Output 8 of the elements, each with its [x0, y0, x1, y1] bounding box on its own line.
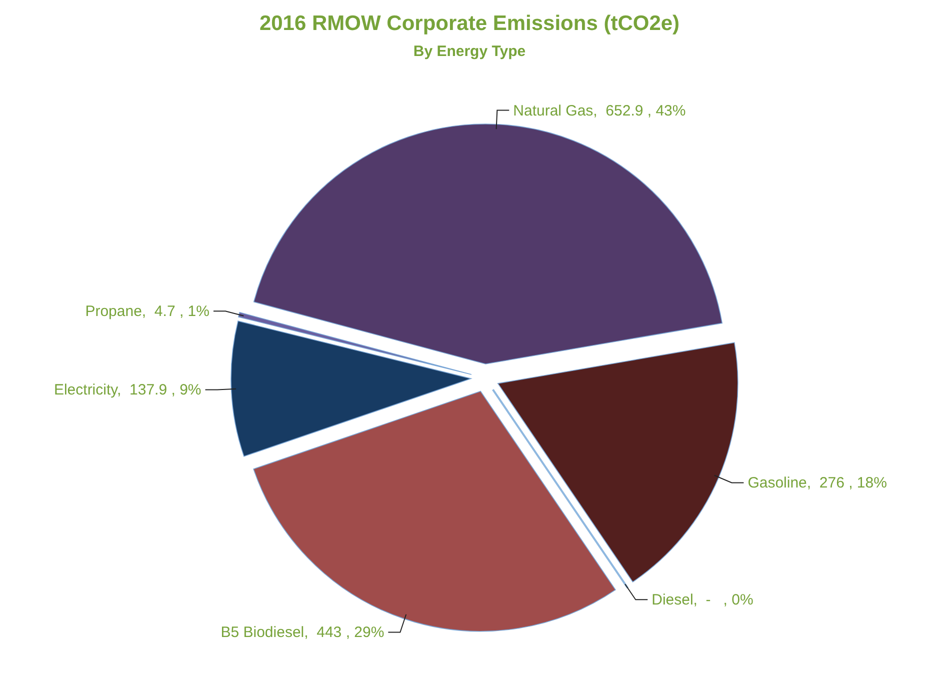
legend-label: Diesel, - , 0% [652, 592, 754, 609]
slice-label: B5 Biodiesel, 443 , 29% [220, 624, 384, 642]
slice-label: Propane, 4.7 , 1% [85, 303, 210, 320]
slice-label: Natural Gas, 652.9 , 43% [513, 102, 686, 120]
chart-title: 2016 RMOW Corporate Emissions (tCO2e) [259, 12, 680, 35]
chart-subtitle: By Energy Type [413, 43, 526, 60]
slice-label: Electricity, 137.9 , 9% [54, 382, 202, 399]
slice-label: Gasoline, 276 , 18% [748, 474, 887, 492]
